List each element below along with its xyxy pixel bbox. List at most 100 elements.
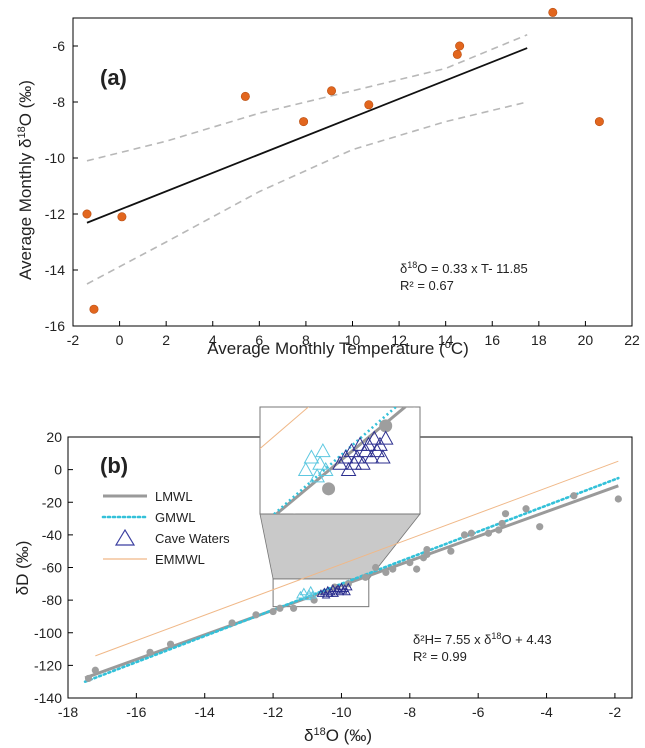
cave-water-dark	[343, 582, 353, 591]
cave-water-dark	[316, 589, 326, 597]
y-tick-label: -100	[34, 625, 62, 641]
precip-point	[228, 619, 236, 627]
y-tick-label: -12	[45, 206, 65, 222]
x-tick-label: -2	[609, 704, 622, 720]
precip-point	[522, 505, 530, 513]
data-point	[548, 7, 558, 17]
y-tick-label: 20	[46, 429, 62, 445]
cave-water-dark	[342, 587, 351, 596]
data-point	[89, 304, 99, 314]
precip-point	[389, 565, 397, 573]
precip-point	[382, 568, 390, 576]
y-tick-label: -40	[42, 527, 62, 543]
y-tick-label: -120	[34, 657, 62, 673]
x-tick-label: 10	[345, 332, 361, 348]
precip-point	[372, 563, 380, 572]
gmwl-line	[83, 476, 620, 683]
inset-precip-point	[412, 407, 416, 408]
data-point	[299, 117, 309, 127]
x-tick-label: 18	[531, 332, 547, 348]
inset-cave-water-dark	[375, 449, 391, 464]
legend-label: GMWL	[155, 510, 195, 525]
y-tick-label: -8	[53, 94, 66, 110]
emmwl-line	[95, 460, 619, 657]
x-tick-label: -18	[58, 704, 78, 720]
y-tick-label: -10	[45, 150, 65, 166]
inset-cave-water-dark	[366, 430, 383, 445]
data-point	[82, 209, 92, 219]
panel-b-water-lines	[83, 460, 620, 683]
x-tick-label: -16	[126, 704, 146, 720]
y-tick-label: -140	[34, 690, 62, 706]
panel-a-equation: δ18O = 0.33 x T- 11.85	[400, 260, 528, 276]
panel-b-ticks: -18 -16 -14 -12 -10 -8 -6 -4 -2 -140 -120 -100 -80 -6…	[34, 429, 621, 720]
panel-b-points	[84, 492, 622, 683]
y-tick-label: -14	[45, 262, 65, 278]
cave-water-light	[299, 587, 309, 596]
x-tick-label: -2	[67, 332, 80, 348]
lower-confidence-line	[86, 101, 528, 285]
panel-a-regression	[86, 47, 528, 224]
cave-water-dark	[325, 589, 334, 597]
panel-b-equation: δ²H= 7.55 x δ18O + 4.43	[413, 631, 552, 647]
precip-point	[460, 531, 469, 539]
cave-water-light	[306, 585, 316, 594]
panel-a-x-axis-label: Average Monthly Temperature (oC)	[207, 339, 469, 358]
y-tick-label: -16	[45, 318, 65, 334]
precip-point	[498, 519, 506, 528]
x-tick-label: 14	[438, 332, 454, 348]
x-tick-label: 22	[624, 332, 640, 348]
precip-point	[252, 611, 260, 619]
precip-point	[495, 526, 503, 534]
inset-cave-water-light	[312, 455, 328, 470]
legend-label: EMMWL	[155, 552, 205, 567]
panel-a-ticks: -2 0 2 4 6 8 10 12 14 16 18 20 22 -16 -14 -12 -10 -8 -6	[45, 38, 640, 348]
inset-cave-water-light	[315, 443, 331, 458]
panel-b-x-axis-label: δ18O (‰)	[304, 726, 372, 745]
precip-point	[501, 510, 510, 518]
x-tick-label: -10	[331, 704, 351, 720]
panel-a-points	[82, 7, 604, 314]
panel-b-r-squared: R² = 0.99	[413, 649, 467, 664]
inset-cave-water-light	[303, 449, 320, 464]
panel-a-label: (a)	[100, 65, 127, 90]
legend-label: Cave Waters	[155, 531, 230, 546]
legend-swatch-cave-waters	[114, 528, 136, 546]
precip-point	[91, 666, 99, 674]
inset-content	[260, 407, 416, 514]
panel-b-y-axis-label: δD (‰)	[13, 541, 32, 596]
precip-point	[614, 495, 622, 503]
x-tick-label: 16	[484, 332, 500, 348]
legend-label: LMWL	[155, 489, 193, 504]
inset-precip-point	[322, 482, 336, 496]
precip-point	[413, 565, 421, 573]
x-tick-label: 0	[116, 332, 124, 348]
inset-precip-point	[292, 513, 296, 514]
lmwl-line	[84, 484, 619, 680]
precip-point	[269, 607, 277, 616]
data-point	[364, 100, 374, 110]
precip-point	[423, 545, 431, 554]
regression-line	[86, 47, 528, 224]
precip-point	[447, 547, 455, 555]
x-tick-label: 12	[391, 332, 407, 348]
data-point	[452, 49, 462, 59]
panel-a-confidence-bands	[86, 34, 528, 285]
x-tick-label: 8	[302, 332, 310, 348]
data-point	[594, 117, 604, 127]
precip-point	[290, 604, 298, 612]
data-point	[455, 41, 465, 51]
inset-cave-water-dark	[352, 436, 368, 451]
panel-a-r-squared: R² = 0.67	[400, 278, 454, 293]
panel-b: -18 -16 -14 -12 -10 -8 -6 -4 -2 -140 -120 -100 -80 -6…	[13, 406, 633, 745]
x-tick-label: -4	[540, 704, 553, 720]
panel-a-frame	[72, 17, 633, 327]
panel-b-label: (b)	[100, 453, 128, 478]
data-point	[327, 86, 337, 96]
panel-a-y-axis-label: Average Monthly δ18O (‰)	[16, 80, 35, 280]
x-tick-label: 6	[255, 332, 263, 348]
x-tick-label: 20	[578, 332, 594, 348]
x-tick-label: -8	[404, 704, 417, 720]
precip-point	[536, 523, 544, 531]
precip-point	[84, 674, 93, 683]
